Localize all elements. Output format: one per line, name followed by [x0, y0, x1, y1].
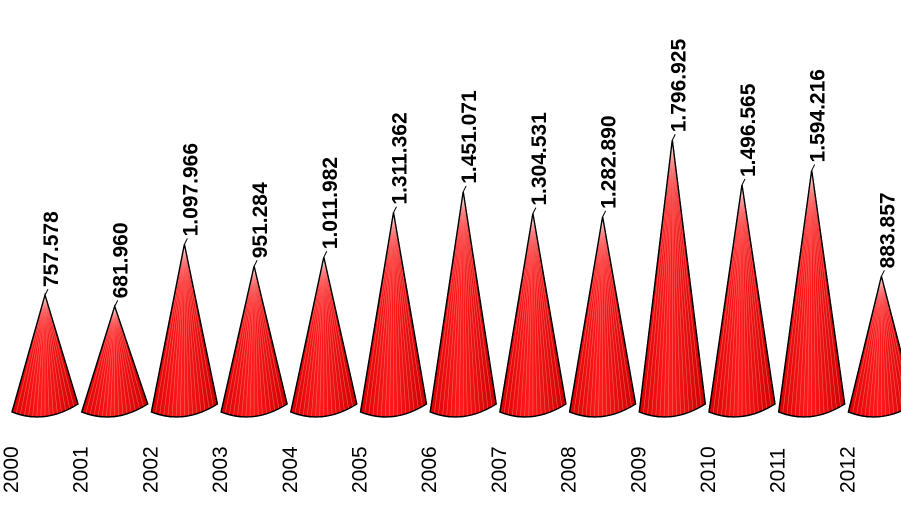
x-tick-label: 2001	[70, 446, 93, 493]
cone-stripes	[15, 295, 75, 417]
cone-outline	[359, 212, 428, 418]
x-tick-label: 2009	[627, 446, 650, 493]
x-tick-label: 2002	[139, 446, 162, 493]
cone-stripes	[294, 257, 353, 417]
label-leader	[741, 178, 746, 186]
cone-stripes	[712, 184, 772, 417]
label-leader	[393, 206, 397, 213]
cone-outline	[220, 266, 288, 418]
cone-outline	[847, 276, 901, 418]
label-leader	[532, 207, 537, 214]
cone-outline	[708, 184, 776, 418]
cone-2009: 1.796.925 2009	[627, 39, 706, 493]
data-label: 1.451.071	[458, 90, 481, 184]
cone-2006: 1.451.071 2006	[418, 90, 497, 493]
data-label: 883.857	[876, 192, 899, 268]
label-leader	[811, 164, 816, 171]
cone-2008: 1.282.890 2008	[558, 115, 637, 493]
x-tick-label: 2007	[488, 446, 511, 493]
x-tick-label: 2004	[279, 446, 302, 493]
cone-outline	[499, 213, 567, 418]
cone-stripes	[643, 140, 702, 417]
label-leader	[602, 210, 607, 218]
label-leader	[323, 250, 328, 258]
cone-outline	[80, 304, 149, 418]
cone-2005: 1.311.362 2005	[349, 112, 428, 493]
cone-outline	[638, 140, 706, 418]
cone-outline	[150, 244, 219, 418]
data-label: 951.284	[249, 182, 272, 258]
cone-2001: 681.960 2001	[70, 222, 149, 493]
data-label: 1.311.362	[389, 112, 412, 204]
label-leader	[114, 300, 119, 307]
cone-stripes	[852, 276, 901, 417]
cone-stripes	[85, 306, 144, 417]
data-label: 1.304.531	[528, 112, 551, 206]
cone-stripes	[434, 191, 493, 417]
cone-2010: 1.496.565 2010	[697, 83, 776, 493]
x-tick-label: 2005	[349, 446, 372, 493]
cone-outline	[429, 191, 497, 418]
cone-2007: 1.304.531 2007	[488, 112, 567, 493]
data-label: 757.578	[40, 211, 63, 287]
cone-stripes	[364, 212, 423, 417]
data-label: 1.282.890	[598, 115, 621, 208]
cone-2002: 1.097.966 2002	[139, 143, 219, 493]
cone-2004: 1.011.982 2004	[279, 157, 358, 493]
data-label: 1.496.565	[737, 83, 760, 177]
data-label: 1.097.966	[179, 143, 202, 236]
x-tick-label: 2003	[209, 446, 232, 493]
x-tick-label: 2010	[697, 446, 720, 493]
cone-2012: 883.857 2012	[836, 192, 901, 493]
cone-outline	[777, 170, 846, 418]
label-leader	[880, 270, 885, 277]
cone-stripes	[782, 170, 841, 417]
data-label: 681.960	[110, 222, 133, 298]
cone-stripes	[573, 216, 632, 417]
data-label: 1.796.925	[667, 39, 690, 133]
cone-2003: 951.284 2003	[209, 182, 288, 493]
x-tick-label: 2000	[0, 446, 23, 493]
label-leader	[253, 260, 258, 267]
data-label: 1.594.216	[807, 69, 830, 162]
x-tick-label: 2008	[558, 446, 581, 493]
cone-2011: 1.594.216 2011	[767, 69, 846, 493]
cone-stripes	[224, 266, 284, 417]
cone-outline	[568, 216, 637, 418]
cone-stripes	[503, 213, 563, 417]
cone-outline	[290, 257, 358, 418]
label-leader	[671, 134, 676, 141]
cone-outline	[11, 292, 79, 418]
cone-stripes	[155, 244, 214, 417]
x-tick-label: 2011	[767, 448, 790, 493]
data-label: 1.011.982	[319, 157, 342, 249]
label-leader	[183, 238, 188, 245]
cone-2000: 757.578 2000	[0, 211, 79, 493]
label-leader	[44, 288, 49, 296]
x-tick-label: 2006	[418, 446, 441, 493]
label-leader	[462, 185, 467, 193]
x-tick-label: 2012	[836, 446, 859, 493]
